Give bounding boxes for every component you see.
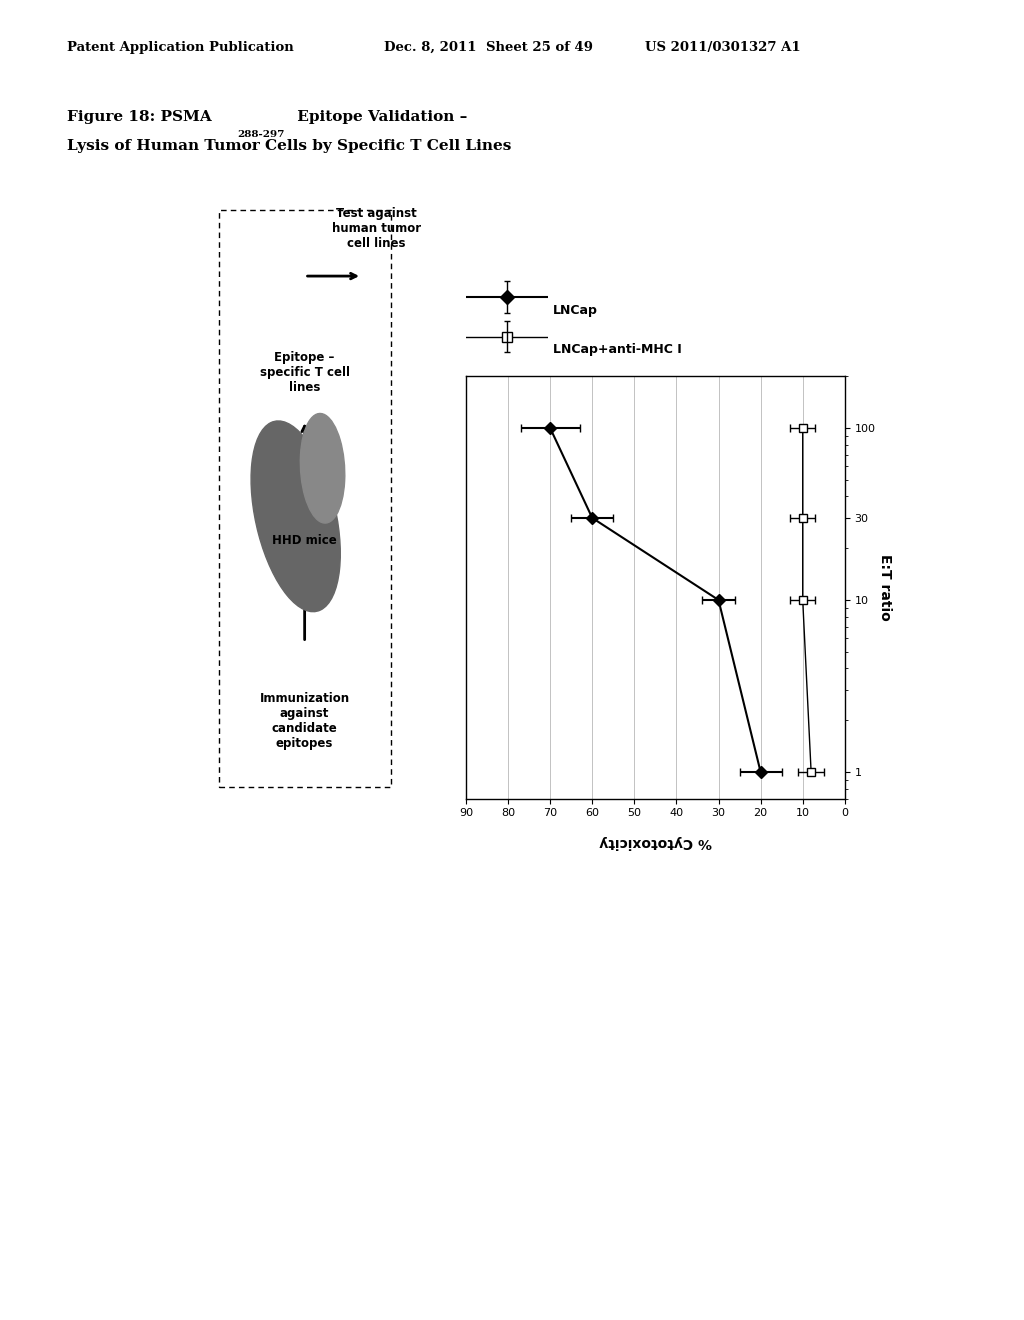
Text: Dec. 8, 2011: Dec. 8, 2011 [384,41,476,54]
Text: Immunization
against
candidate
epitopes: Immunization against candidate epitopes [259,692,350,750]
X-axis label: % Cytotoxicity: % Cytotoxicity [599,836,712,849]
Text: 288-297: 288-297 [238,131,285,140]
Text: US 2011/0301327 A1: US 2011/0301327 A1 [645,41,801,54]
Ellipse shape [300,413,345,523]
Y-axis label: E:T ratio: E:T ratio [879,554,892,620]
Text: Epitope Validation –: Epitope Validation – [292,111,467,124]
Text: Patent Application Publication: Patent Application Publication [67,41,293,54]
Text: Lysis of Human Tumor Cells by Specific T Cell Lines: Lysis of Human Tumor Cells by Specific T… [67,140,511,153]
Ellipse shape [251,421,340,611]
Text: Figure 18: PSMA: Figure 18: PSMA [67,111,211,124]
Text: LNCap: LNCap [553,304,598,317]
Text: Test against
human tumor
cell lines: Test against human tumor cell lines [332,206,421,249]
Text: Sheet 25 of 49: Sheet 25 of 49 [486,41,593,54]
Text: Epitope –
specific T cell
lines: Epitope – specific T cell lines [260,351,349,393]
Text: LNCap+anti-MHC I: LNCap+anti-MHC I [553,343,682,356]
Text: HHD mice: HHD mice [272,533,337,546]
